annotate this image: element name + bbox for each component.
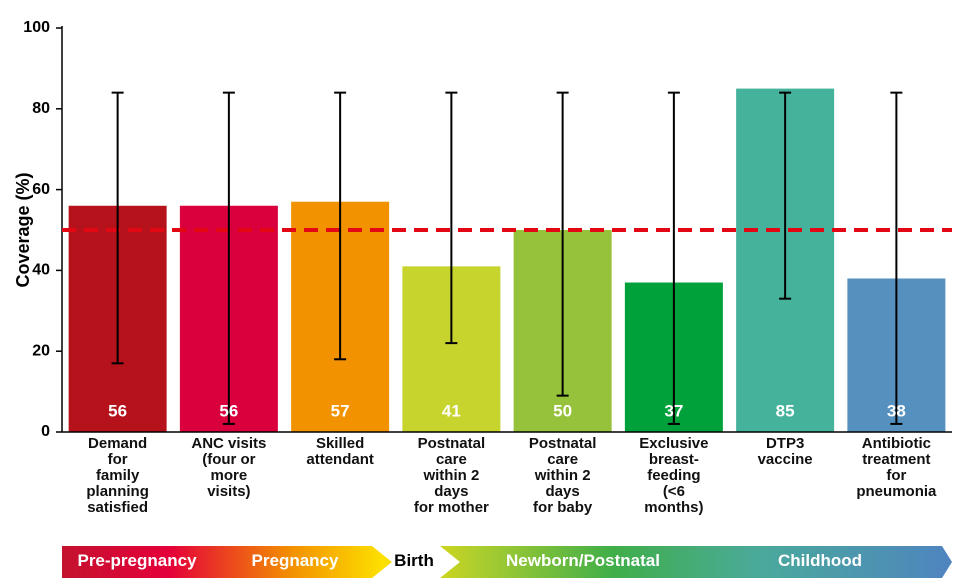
x-tick-label: Postnatal care within 2 days for baby [528,435,597,516]
x-tick-label: Postnatal care within 2 days for mother [413,435,489,516]
data-label: 56 [108,401,127,420]
continuum-band [62,546,952,578]
data-label: 85 [776,401,795,420]
stage-label: Childhood [777,551,863,570]
x-tick-label: Demand for family planning satisfied [86,435,149,516]
y-tick-label: 20 [32,342,50,359]
data-label: 57 [331,401,350,420]
birth-chevron [372,546,460,578]
data-label: 37 [664,401,683,420]
stage-label: Pregnancy [251,551,339,570]
data-label: 41 [442,401,461,420]
y-tick-label: 60 [32,181,50,198]
y-axis-label: Coverage (%) [13,172,33,287]
y-tick-label: 80 [32,100,50,117]
y-tick-label: 100 [23,19,50,36]
data-label: 56 [219,401,238,420]
stage-label: Birth [394,551,434,570]
stage-label: Newborn/Postnatal [506,551,660,570]
y-tick-label: 40 [32,262,50,279]
x-tick-label: Exclusive breast- feeding (<6 months) [639,435,709,516]
x-tick-label: ANC visits (four or more visits) [191,435,267,500]
x-tick-label: Skilled attendant [306,435,374,468]
data-label: 50 [553,401,572,420]
x-tick-label: DTP3 vaccine [757,435,813,468]
x-tick-label: Antibiotic treatment for pneumonia [856,435,937,500]
stage-label: Pre-pregnancy [77,551,197,570]
data-label: 38 [887,401,906,420]
y-tick-label: 0 [41,423,50,440]
